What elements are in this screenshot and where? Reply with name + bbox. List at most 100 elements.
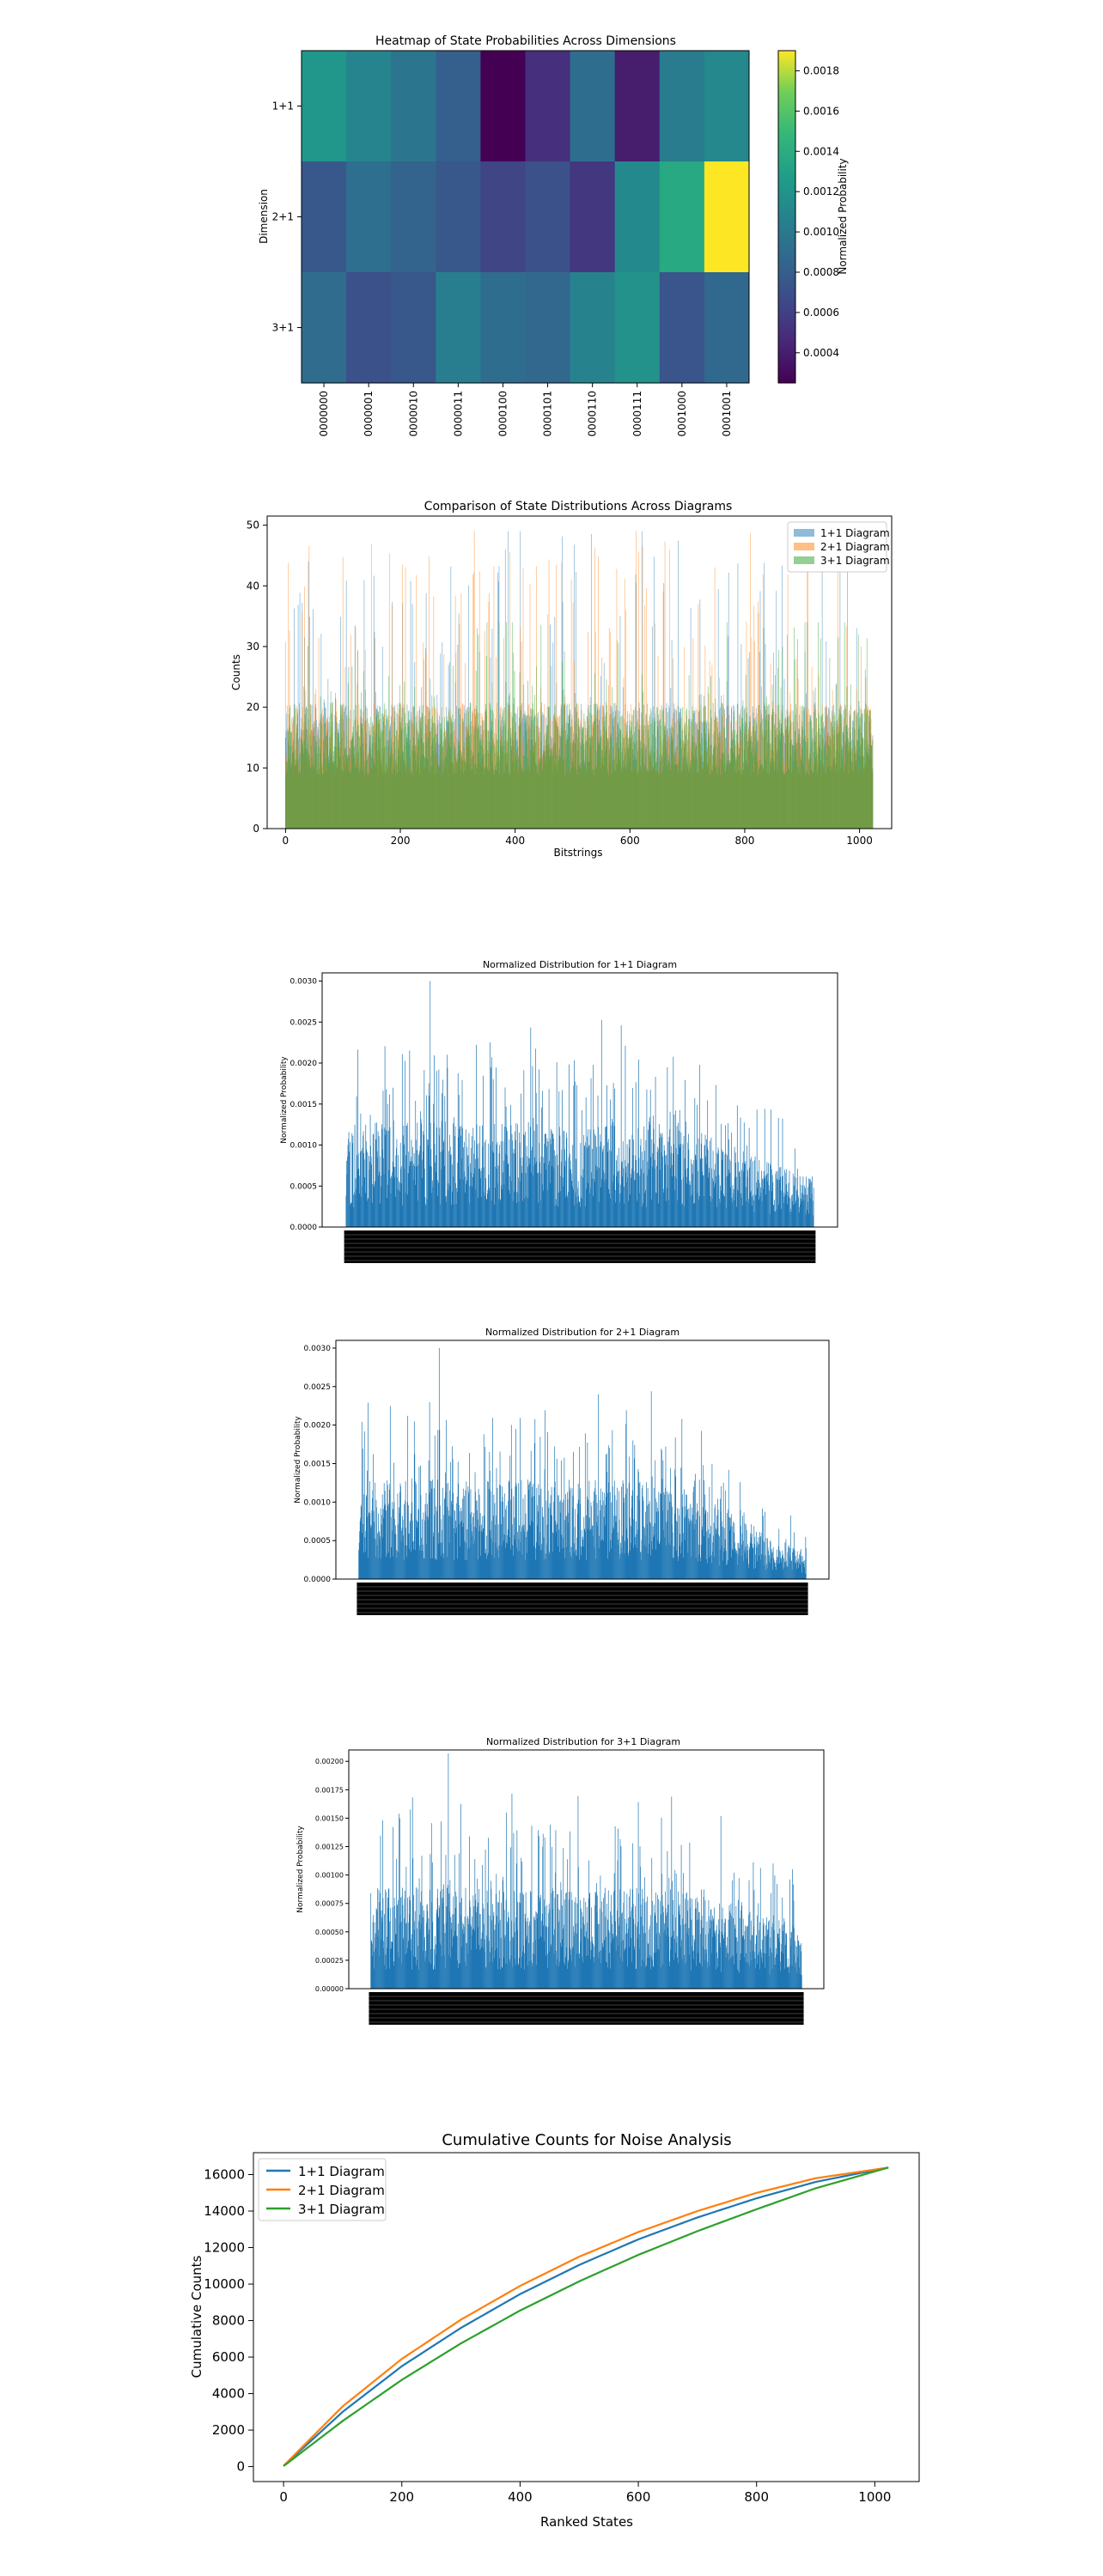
bar-3p1-308 — [461, 760, 463, 829]
norm-bar-321 — [492, 1141, 493, 1227]
norm-bar-550 — [597, 1167, 598, 1227]
bar-3p1-572 — [613, 703, 614, 829]
bar-3p1-1006 — [862, 738, 863, 829]
bar-3p1-819 — [755, 716, 757, 829]
norm-bar-404 — [534, 1559, 536, 1579]
norm-bar-137 — [408, 1151, 410, 1227]
norm-bar-403 — [529, 1127, 531, 1227]
bar-3p1-763 — [722, 726, 724, 829]
bar-3p1-40 — [308, 719, 309, 829]
norm-bar-648 — [642, 1488, 643, 1579]
heatmap-cell-2-8 — [659, 272, 705, 384]
norm-bar-966 — [787, 1191, 789, 1227]
norm-bar-5 — [348, 1139, 349, 1227]
norm-bar-271 — [469, 1186, 471, 1227]
norm-bar-337 — [499, 1199, 501, 1227]
norm-bar-77 — [392, 1530, 393, 1579]
norm-bar-841 — [729, 1187, 731, 1227]
bar-3p1-855 — [776, 753, 777, 829]
norm-bar-220 — [454, 1510, 455, 1579]
bar-3p1-902 — [802, 738, 804, 829]
norm-bar-367 — [519, 1525, 520, 1579]
norm-bar-387 — [527, 1479, 528, 1579]
norm-bar-539 — [594, 1547, 595, 1579]
norm-bar-3 — [347, 1157, 348, 1227]
norm-bar-869 — [742, 1151, 744, 1227]
norm-bar-698 — [663, 1492, 665, 1579]
bar-3p1-87 — [335, 692, 336, 829]
bar-2p1-5 — [288, 562, 289, 829]
norm-bar-574 — [607, 1139, 609, 1227]
norm-bar-291 — [485, 1552, 487, 1579]
bar-3p1-466 — [552, 748, 554, 829]
bar-3p1-186 — [392, 773, 393, 829]
heatmap-cell-0-6 — [570, 51, 616, 162]
norm-bar-707 — [667, 1510, 668, 1579]
norm-bar-584 — [612, 1122, 613, 1227]
norm-bar-108 — [405, 1528, 406, 1579]
bar-1p1-671 — [670, 688, 672, 829]
bar-3p1-392 — [509, 728, 511, 829]
bar-3p1-707 — [691, 721, 692, 829]
norm-bar-613 — [625, 1166, 627, 1227]
bar-3p1-579 — [617, 725, 619, 829]
norm-bar-714 — [670, 1502, 672, 1579]
norm-bar-624 — [631, 1174, 632, 1227]
bar-3p1-679 — [674, 722, 676, 829]
norm-bar-339 — [500, 1141, 502, 1227]
norm-bar-509 — [581, 1555, 582, 1579]
norm-bar-643 — [639, 1175, 641, 1227]
bar-3p1-74 — [327, 721, 329, 829]
bar-3p1-2 — [286, 761, 288, 829]
norm-bar-679 — [655, 1193, 657, 1227]
bar-3p1-32 — [303, 686, 305, 829]
norm-bar-429 — [541, 1184, 543, 1227]
bar-3p1-773 — [728, 763, 730, 829]
bar-3p1-181 — [388, 757, 390, 829]
norm-bar-910 — [761, 1200, 763, 1227]
norm-bar-653 — [643, 1151, 645, 1227]
bar-3p1-599 — [629, 713, 631, 829]
bar-3p1-193 — [395, 730, 397, 829]
bar-3p1-519 — [582, 744, 584, 829]
bar-3p1-705 — [690, 763, 691, 829]
norm-bar-437 — [549, 1503, 551, 1579]
norm-bar-425 — [539, 1173, 541, 1227]
bar-3p1-56 — [317, 774, 319, 829]
norm-bar-315 — [490, 1042, 491, 1227]
norm-bar-764 — [692, 1514, 693, 1579]
norm-bar-195 — [443, 1515, 445, 1579]
bar-3p1-411 — [521, 769, 522, 829]
bar-3p1-16 — [294, 749, 296, 829]
comparison-frame — [266, 515, 893, 829]
norm-bar-554 — [600, 1488, 601, 1579]
colorbar-tick-label: 0.0014 — [803, 145, 839, 157]
bar-3p1-996 — [856, 739, 858, 829]
bar-3p1-628 — [645, 715, 647, 829]
norm-bar-667 — [649, 1522, 651, 1579]
norm-bar-84 — [384, 1127, 385, 1227]
norm-bar-125 — [403, 1135, 404, 1227]
norm-bar-899 — [756, 1109, 758, 1227]
norm-bar-816 — [718, 1175, 720, 1227]
norm-bar-212 — [442, 1079, 444, 1227]
norm-bar-558 — [602, 1492, 604, 1579]
norm-bar-923 — [767, 1173, 769, 1227]
norm-bar-634 — [635, 1082, 637, 1227]
norm-bar-400 — [533, 1546, 534, 1579]
bar-3p1-62 — [320, 722, 322, 829]
bar-1p1-754 — [717, 588, 719, 829]
bar-3p1-9 — [289, 731, 291, 829]
bar-3p1-689 — [680, 738, 682, 829]
norm-bar-455 — [553, 1168, 555, 1227]
norm-bar-138 — [408, 1166, 410, 1227]
norm-bar-588 — [614, 1088, 616, 1227]
bar-3p1-625 — [643, 725, 645, 829]
bar-3p1-596 — [627, 747, 629, 829]
bar-3p1-48 — [313, 736, 314, 829]
norm-bar-224 — [456, 1503, 458, 1579]
bar-3p1-450 — [543, 750, 545, 829]
norm-bar-240 — [463, 1522, 465, 1579]
bar-3p1-260 — [434, 734, 436, 829]
norm-bar-414 — [534, 1163, 536, 1227]
